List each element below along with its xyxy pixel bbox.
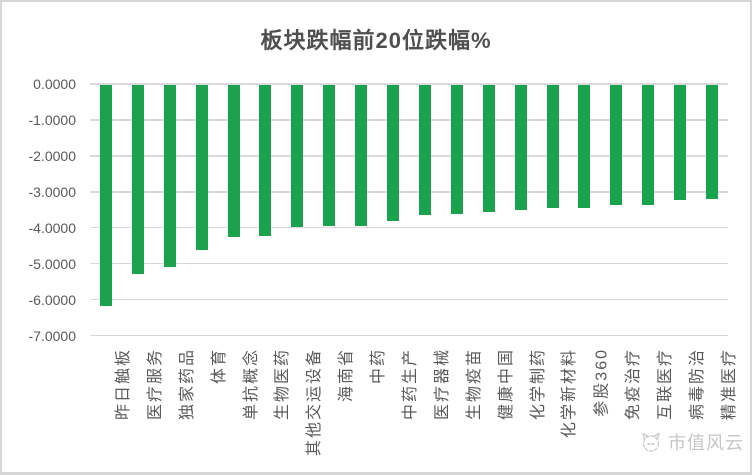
bar (291, 85, 304, 227)
x-axis-label-cell: 化学制药 (505, 348, 547, 472)
bar (99, 85, 112, 306)
y-axis-tick-label: -7.0000 (28, 327, 76, 344)
x-axis-label-cell: 单抗概念 (218, 348, 260, 472)
x-axis-label-cell: 医疗器械 (409, 348, 451, 472)
y-axis-tick-label: -6.0000 (28, 291, 76, 308)
y-axis-tick-label: -2.0000 (28, 147, 76, 164)
x-axis-label-cell: 免疫治疗 (600, 348, 642, 472)
x-axis-label-cell: 其他交运设备 (281, 348, 323, 472)
cat-logo-icon (642, 432, 660, 452)
bar (323, 85, 336, 227)
chart-title: 板块跌幅前20位跌幅% (260, 28, 492, 53)
watermark-text: 市值风云 (668, 433, 744, 453)
bar (355, 85, 368, 226)
bar (706, 85, 719, 200)
bar (610, 85, 623, 206)
bar (195, 85, 208, 250)
x-axis-label-cell: 生物医药 (249, 348, 291, 472)
x-axis-label-cell: 昨日触板 (90, 348, 132, 472)
bar (514, 85, 527, 211)
x-axis: 昨日触板 医疗服务 独家药品 体育 单抗概念 生物医药 其他交运设备 海南省 中药 中药生产 医疗器… (90, 348, 738, 472)
x-axis-label-cell: 中药生产 (377, 348, 419, 472)
bar (259, 85, 272, 236)
bar (578, 85, 591, 208)
gridline (90, 334, 728, 337)
x-axis-label-cell: 体育 (186, 348, 228, 472)
bar (387, 85, 400, 221)
y-axis-tick-label: -5.0000 (28, 255, 76, 272)
gridline (90, 155, 728, 157)
y-axis: 0.0000 -1.0000 -2.0000 -3.0000 -4.0000 -5.000… (2, 2, 76, 362)
x-axis-label-cell: 海南省 (313, 348, 355, 472)
bar (482, 85, 495, 212)
x-axis-label-cell: 独家药品 (154, 348, 196, 472)
gridline (90, 298, 728, 301)
bar (418, 85, 431, 216)
x-axis-label-cell: 生物疫苗 (441, 348, 483, 472)
bar (227, 85, 240, 238)
x-axis-label-cell: 中药 (345, 348, 387, 472)
y-axis-tick-label: -1.0000 (28, 111, 76, 128)
x-axis-label-cell: 化学新材料 (536, 348, 578, 472)
gridline (90, 119, 728, 121)
gridline (90, 262, 728, 265)
bar (450, 85, 463, 215)
bar (546, 85, 559, 209)
bar (674, 85, 687, 201)
bar (163, 85, 176, 267)
gridline (90, 191, 728, 193)
bar (131, 85, 144, 274)
watermark: 市值风云 (640, 429, 744, 455)
gridline (90, 226, 728, 229)
gridline (90, 83, 728, 85)
x-axis-label-cell: 参股360 (568, 348, 610, 472)
bar (642, 85, 655, 205)
plot-area (90, 83, 728, 337)
y-axis-tick-label: -3.0000 (28, 183, 76, 200)
y-axis-tick-label: -4.0000 (28, 219, 76, 236)
x-axis-label-cell: 医疗服务 (122, 348, 164, 472)
y-axis-tick-label: 0.0000 (33, 76, 76, 92)
x-axis-label: 精准医疗 (720, 348, 738, 421)
x-axis-label-cell: 健康中国 (473, 348, 515, 472)
